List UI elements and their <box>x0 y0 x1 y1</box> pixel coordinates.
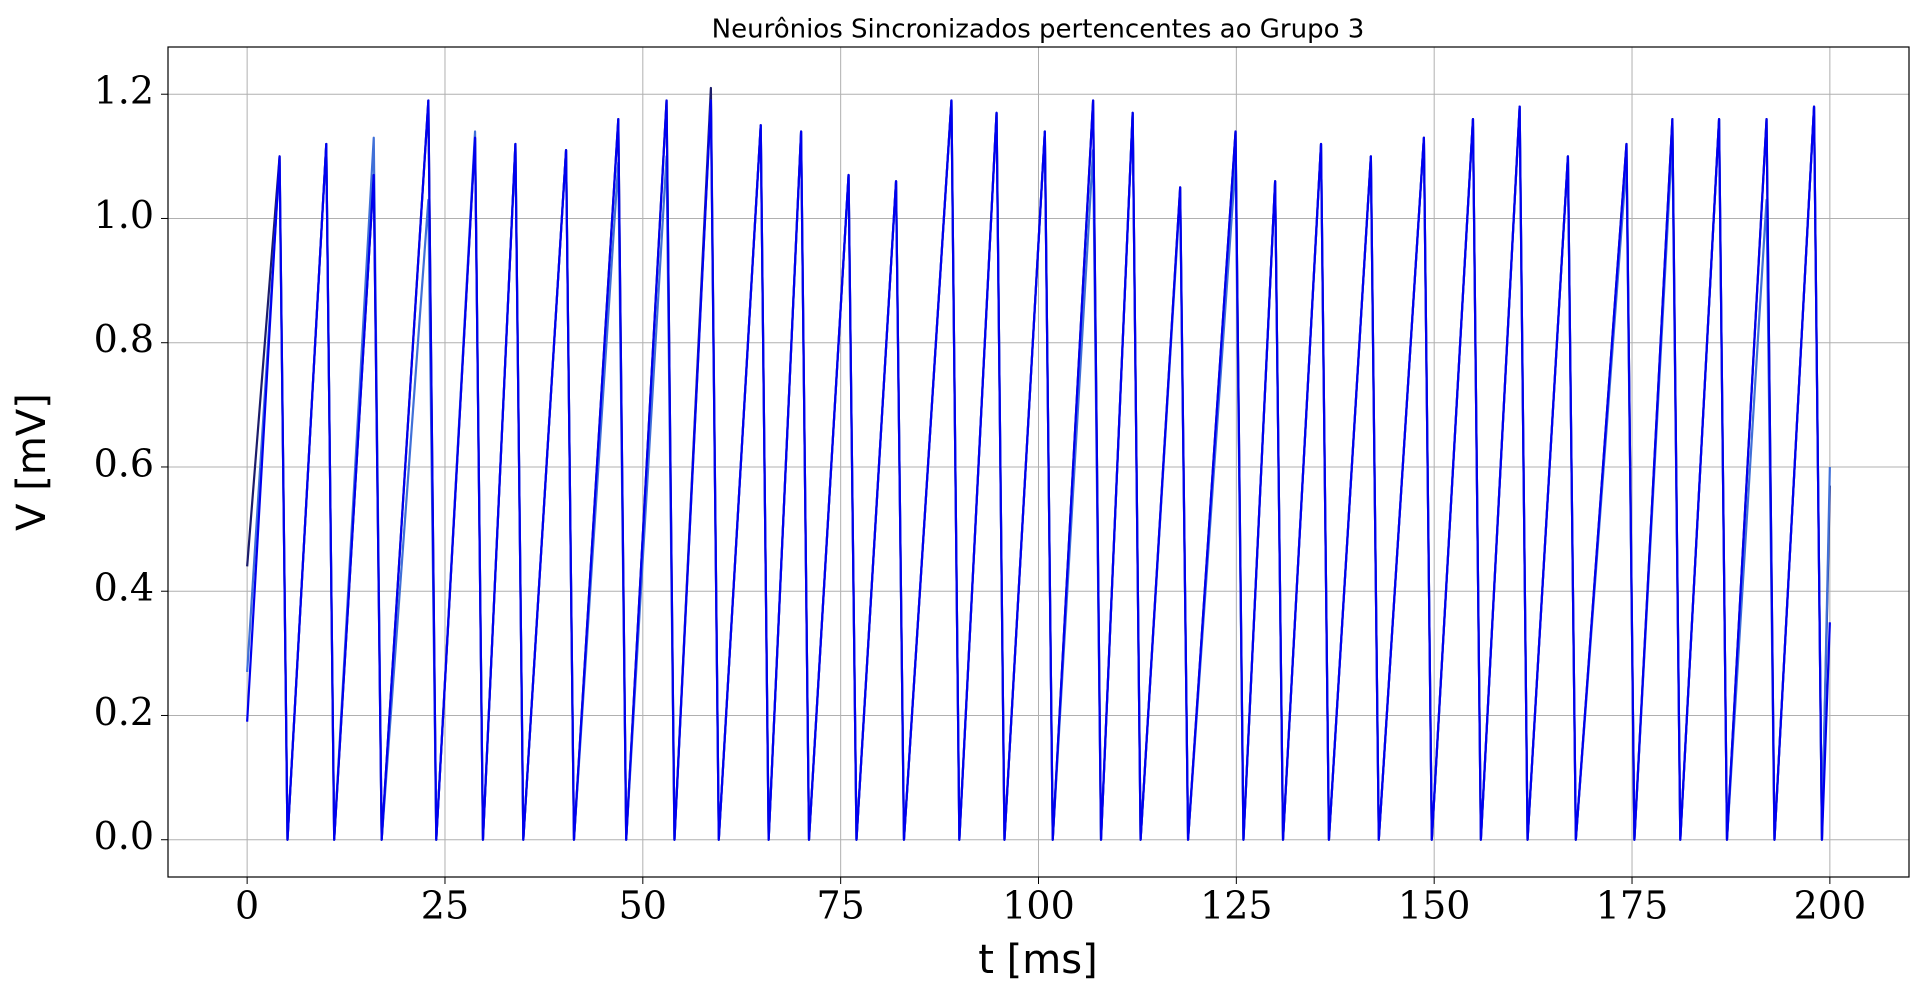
x-tick-label: 200 <box>1794 884 1867 928</box>
x-tick-label: 100 <box>1002 884 1075 928</box>
y-tick-label: 0.4 <box>94 566 154 610</box>
y-tick-label: 0.0 <box>94 814 154 858</box>
x-tick-label: 25 <box>421 884 469 928</box>
chart-title: Neurônios Sincronizados pertencentes ao … <box>712 15 1365 45</box>
x-tick-label: 50 <box>619 884 667 928</box>
y-tick-label: 0.6 <box>94 441 154 485</box>
x-tick-label: 125 <box>1200 884 1273 928</box>
y-tick-label: 0.8 <box>94 317 154 361</box>
x-tick-label: 175 <box>1596 884 1669 928</box>
x-axis-label: t [ms] <box>978 937 1097 983</box>
y-tick-label: 1.0 <box>94 193 154 237</box>
x-tick-label: 150 <box>1398 884 1471 928</box>
y-tick-label: 1.2 <box>94 69 154 113</box>
x-tick-label: 0 <box>235 884 259 928</box>
y-axis-label: V [mV] <box>9 393 55 531</box>
x-tick-label: 75 <box>816 884 864 928</box>
series-line <box>246 99 1831 841</box>
y-tick-label: 0.2 <box>94 690 154 734</box>
plot-frame <box>167 46 1910 878</box>
